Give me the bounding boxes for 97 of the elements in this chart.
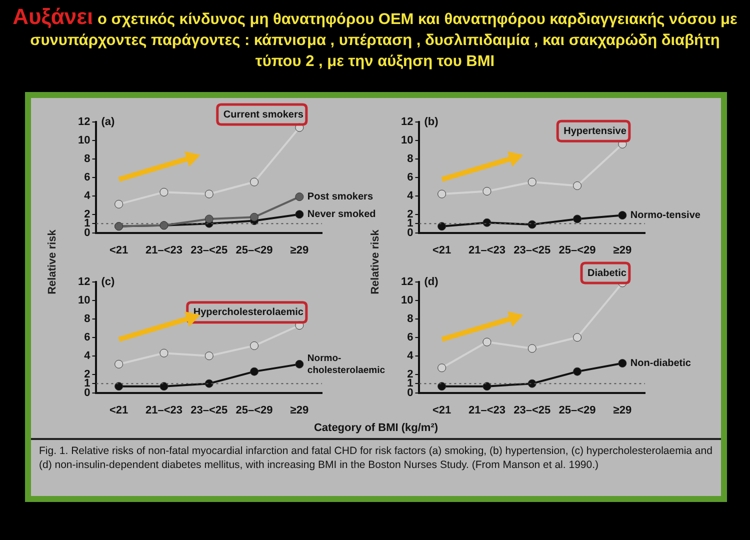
point	[295, 360, 304, 368]
annotation: (d)	[424, 276, 439, 288]
x-tick-label: <21	[432, 244, 452, 256]
x-tick-label: <21	[432, 404, 452, 416]
y-tick-label: 10	[400, 134, 414, 146]
series-label: Hypertensive	[564, 126, 627, 137]
y-tick-label: 2	[84, 208, 90, 220]
point	[482, 218, 492, 227]
point	[204, 379, 214, 388]
x-tick-label: 23–<25	[514, 404, 551, 416]
y-tick-label: 6	[84, 331, 90, 344]
x-tick-label: ≥29	[613, 244, 632, 256]
point	[528, 344, 536, 353]
point	[528, 178, 536, 186]
x-tick-label: ≥29	[613, 404, 632, 416]
y-axis-title: Relative risk	[368, 230, 381, 294]
y-tick-label: 6	[407, 171, 414, 184]
point	[160, 382, 168, 391]
y-tick-label: 10	[400, 294, 414, 306]
point	[114, 200, 124, 208]
point	[482, 382, 492, 391]
y-tick-label: 10	[78, 134, 90, 146]
y-tick-label: 4	[84, 190, 92, 202]
point	[573, 181, 582, 190]
point	[528, 379, 536, 388]
point	[573, 214, 582, 224]
point	[250, 341, 259, 350]
point	[482, 338, 492, 346]
caption: Fig. 1. Relative risks of non-fatal myocardial infarction and fatal CHD for risk factors (a) smoking, (b) hypertension, (c) hypercholesterolaemia and (d) non-insulin-dependent diabetes mellitus, with increasing BMI in the Boston Nurses Study. (From Manson et al. 1990.)	[39, 444, 714, 472]
y-axis-title: Relative risk	[46, 230, 58, 294]
point	[438, 222, 446, 231]
series-label: Normo-tensive	[630, 210, 701, 222]
point	[528, 220, 536, 229]
x-tick-label: <21	[109, 404, 128, 416]
series-label: Never smoked	[307, 209, 376, 220]
point	[438, 190, 446, 198]
annotation: (c)	[101, 276, 116, 288]
x-tick-label: ≥29	[290, 404, 309, 416]
y-tick-label: 4	[84, 350, 92, 362]
point	[250, 212, 259, 222]
point	[482, 187, 492, 196]
x-tick-label: <21	[109, 244, 128, 256]
y-tick-label: 12	[78, 116, 90, 128]
point	[573, 367, 582, 376]
y-tick-label: 2	[84, 368, 90, 380]
text: Αυξάνει ο σχετικός κίνδυνος μη θανατηφόρου ΟΕΜ και θανατηφόρου καρδιαγγειακής νόσου με συνυπάρχοντες παράγοντες : κάπνισμα , υπέρταση , δυσλιπιδαιμία , και σακχαρώδη διαβήτη τύπου 2 , με την αύξηση του BMI	[12, 4, 738, 72]
y-tick-label: 2	[407, 368, 414, 380]
point	[438, 364, 446, 372]
point	[250, 178, 259, 186]
series-label: Normo-cholesterolaemic	[307, 352, 386, 376]
x-tick-label: 23–<25	[190, 244, 228, 256]
point	[160, 188, 168, 196]
point	[295, 210, 304, 219]
x-axis-title: Category of BMI (kg/m²)	[312, 422, 440, 434]
point	[295, 192, 304, 202]
x-tick-label: 23–<25	[190, 404, 228, 416]
point	[573, 333, 582, 342]
y-tick-label: 4	[407, 350, 414, 362]
y-tick-label: 12	[400, 276, 414, 288]
point	[618, 359, 627, 368]
annotation: (a)	[101, 116, 116, 128]
point	[114, 382, 124, 391]
point	[114, 360, 124, 368]
point	[204, 352, 214, 360]
x-tick-label: 25–<29	[236, 404, 273, 416]
series-label: Hypercholesterolaemic	[193, 307, 304, 318]
point	[204, 190, 214, 198]
y-tick-label: 4	[407, 190, 414, 202]
y-tick-label: 6	[84, 171, 90, 184]
y-tick-label: 6	[407, 331, 414, 344]
x-tick-label: 25–<29	[558, 404, 596, 416]
y-tick-label: 12	[78, 276, 90, 288]
series-label: Diabetic	[588, 268, 627, 279]
y-tick-label: 8	[84, 152, 90, 165]
x-tick-label: ≥29	[290, 244, 309, 256]
y-tick-label: 2	[407, 208, 414, 220]
x-tick-label: 23–<25	[514, 244, 551, 256]
x-tick-label: 21–<23	[145, 244, 182, 256]
y-tick-label: 8	[407, 312, 414, 325]
y-tick-label: 8	[84, 312, 90, 325]
x-tick-label: 21–<23	[468, 244, 506, 256]
point	[438, 382, 446, 391]
annotation: (b)	[424, 116, 439, 128]
point	[204, 214, 214, 224]
series-label: Non-diabetic	[630, 358, 692, 370]
point	[250, 367, 259, 376]
series-label: Post smokers	[307, 192, 374, 203]
point	[618, 211, 627, 220]
x-tick-label: 25–<29	[236, 244, 273, 256]
x-tick-label: 21–<23	[145, 404, 182, 416]
point	[160, 348, 168, 358]
x-tick-label: 21–<23	[468, 404, 506, 416]
series-label: Current smokers	[223, 109, 304, 120]
y-tick-label: 12	[400, 116, 414, 128]
x-tick-label: 25–<29	[558, 244, 596, 256]
y-tick-label: 10	[78, 294, 90, 306]
y-tick-label: 8	[407, 152, 414, 165]
